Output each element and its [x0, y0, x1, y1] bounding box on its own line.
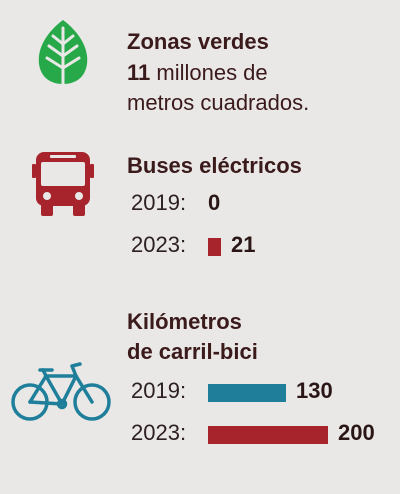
buses-bar-1 [208, 238, 221, 256]
green-zones-unit: millones de [150, 60, 268, 85]
green-zones-title: Zonas verdes [127, 29, 269, 54]
bike-title-line2: de carril-bici [127, 339, 258, 364]
bike-year-label-0: 2019: [131, 378, 187, 403]
leaf-icon [35, 18, 91, 94]
bicycle-icon [10, 360, 112, 424]
bike-bar-1 [208, 426, 328, 444]
green-zones-line1: 11 millones de [127, 58, 268, 88]
bike-year-label-1: 2023: [131, 420, 187, 445]
bike-title-line1: Kilómetros [127, 309, 242, 334]
buses-value-label-1: 21 [231, 232, 256, 257]
bus-icon [32, 150, 94, 218]
bike-bar-0 [208, 384, 286, 402]
green-zones-line2: metros cuadrados. [127, 90, 310, 115]
bike-value-label-1: 200 [338, 420, 375, 445]
bike-value-label-0: 130 [296, 378, 333, 403]
bike-chart: 2019: 130 2023: 200 [0, 378, 400, 458]
buses-year-label-0: 2019: [131, 190, 187, 215]
buses-title: Buses eléctricos [127, 153, 302, 178]
buses-value-label-0: 0 [208, 190, 221, 215]
buses-chart: 2019: 0 2023: 21 [0, 190, 400, 270]
buses-year-label-1: 2023: [131, 232, 187, 257]
green-zones-value: 11 [127, 60, 151, 85]
